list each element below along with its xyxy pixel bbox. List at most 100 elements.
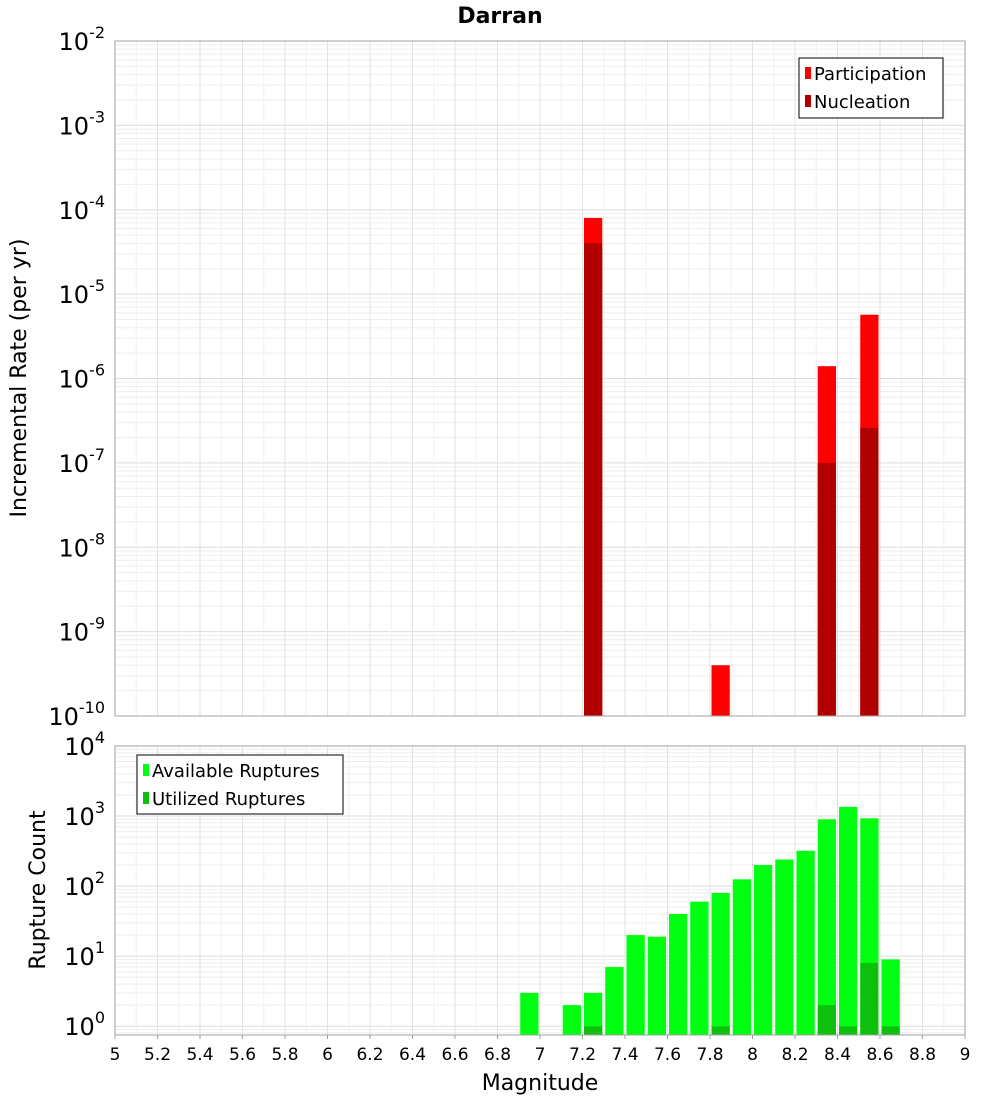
x-tick-label: 8.2 (781, 1045, 808, 1065)
y-tick-exponent: -9 (89, 614, 105, 633)
bar-available-ruptures (690, 901, 709, 1035)
x-tick-label: 7 (535, 1045, 546, 1065)
x-tick-label: 6.6 (441, 1045, 468, 1065)
y-tick-base: 10 (59, 281, 90, 309)
x-tick-label: 7.8 (696, 1045, 723, 1065)
bar-utilized-ruptures (584, 1026, 603, 1035)
y-tick-exponent: 3 (95, 798, 105, 817)
bar-utilized-ruptures (711, 1026, 730, 1035)
legend-label: Participation (814, 64, 926, 85)
y-tick-exponent: -2 (89, 23, 105, 42)
y-tick-label: 103 (64, 798, 105, 831)
y-tick-label: 10-5 (59, 276, 106, 309)
y-tick-base: 10 (64, 733, 95, 761)
y-tick-base: 10 (59, 197, 90, 225)
bar-available-ruptures (839, 806, 858, 1035)
plot-border (114, 40, 966, 717)
bar-available-ruptures (796, 850, 815, 1035)
y-tick-label: 10-8 (59, 529, 106, 562)
bar-nucleation (584, 243, 603, 717)
bar-nucleation (860, 427, 879, 716)
bar-available-ruptures (584, 992, 603, 1035)
legend-label: Nucleation (814, 92, 910, 113)
y-tick-exponent: 2 (95, 868, 105, 887)
y-tick-label: 101 (64, 938, 105, 971)
bar-available-ruptures (562, 1005, 581, 1035)
bar-available-ruptures (775, 859, 794, 1035)
x-tick-label: 6 (322, 1045, 333, 1065)
rate-panel: 10-1010-910-810-710-610-510-410-310-2Par… (48, 23, 966, 731)
y-tick-base: 10 (48, 703, 79, 731)
y-tick-exponent: -8 (89, 529, 105, 548)
y-tick-exponent: 1 (95, 938, 105, 957)
bar-available-ruptures (732, 879, 751, 1035)
legend-label: Available Ruptures (152, 761, 320, 782)
y-tick-exponent: 4 (95, 728, 105, 747)
top-y-axis-label: Incremental Rate (per yr) (7, 239, 32, 518)
bar-utilized-ruptures (860, 962, 879, 1035)
x-tick-label: 6.8 (484, 1045, 511, 1065)
y-tick-base: 10 (59, 534, 90, 562)
bar-utilized-ruptures (817, 1005, 836, 1035)
legend-label: Utilized Ruptures (152, 789, 305, 810)
legend-swatch (143, 792, 149, 804)
y-tick-label: 104 (64, 728, 105, 761)
y-tick-label: 10-4 (59, 192, 106, 225)
x-tick-label: 7.2 (569, 1045, 596, 1065)
y-tick-exponent: -3 (89, 107, 105, 126)
y-tick-label: 102 (64, 868, 105, 901)
bar-available-ruptures (817, 819, 836, 1035)
y-tick-exponent: -10 (79, 698, 105, 717)
y-tick-label: 10-3 (59, 107, 106, 140)
y-tick-exponent: -7 (89, 445, 105, 464)
bar-available-ruptures (754, 865, 773, 1035)
bar-available-ruptures (626, 935, 645, 1035)
y-tick-base: 10 (59, 366, 90, 394)
bar-available-ruptures (711, 892, 730, 1035)
y-tick-exponent: 0 (95, 1008, 105, 1027)
y-tick-base: 10 (64, 943, 95, 971)
y-tick-exponent: -5 (89, 276, 105, 295)
y-tick-base: 10 (59, 112, 90, 140)
y-tick-base: 10 (59, 28, 90, 56)
x-tick-label: 8.4 (824, 1045, 851, 1065)
y-tick-base: 10 (59, 450, 90, 478)
bar-available-ruptures (647, 936, 666, 1035)
chart-title: Darran (457, 4, 542, 29)
x-tick-label: 6.4 (399, 1045, 426, 1065)
legend-box (798, 57, 944, 119)
x-tick-label: 5.6 (229, 1045, 256, 1065)
y-tick-label: 10-10 (48, 698, 105, 731)
bar-nucleation (817, 462, 836, 716)
y-tick-base: 10 (64, 1013, 95, 1041)
x-tick-label: 8 (747, 1045, 758, 1065)
x-tick-label: 5.2 (144, 1045, 171, 1065)
bar-utilized-ruptures (839, 1026, 858, 1035)
bottom-y-axis-label: Rupture Count (26, 810, 51, 970)
y-tick-label: 10-9 (59, 614, 106, 647)
x-tick-label: 7.6 (654, 1045, 681, 1065)
y-tick-exponent: -4 (89, 192, 105, 211)
x-tick-label: 8.8 (909, 1045, 936, 1065)
legend-box (136, 754, 344, 815)
x-tick-label: 9 (960, 1045, 971, 1065)
y-tick-base: 10 (59, 619, 90, 647)
bar-utilized-ruptures (881, 1026, 900, 1035)
y-tick-base: 10 (64, 803, 95, 831)
y-tick-label: 100 (64, 1008, 105, 1041)
legend-swatch (805, 95, 811, 107)
bar-available-ruptures (881, 959, 900, 1035)
y-tick-base: 10 (64, 873, 95, 901)
x-tick-label: 5 (110, 1045, 121, 1065)
x-tick-label: 5.8 (271, 1045, 298, 1065)
bar-available-ruptures (669, 914, 688, 1035)
x-tick-label: 5.4 (186, 1045, 213, 1065)
legend-swatch (143, 764, 149, 776)
y-tick-exponent: -6 (89, 361, 105, 380)
y-tick-label: 10-7 (59, 445, 106, 478)
bar-available-ruptures (605, 967, 624, 1035)
x-tick-label: 7.4 (611, 1045, 638, 1065)
